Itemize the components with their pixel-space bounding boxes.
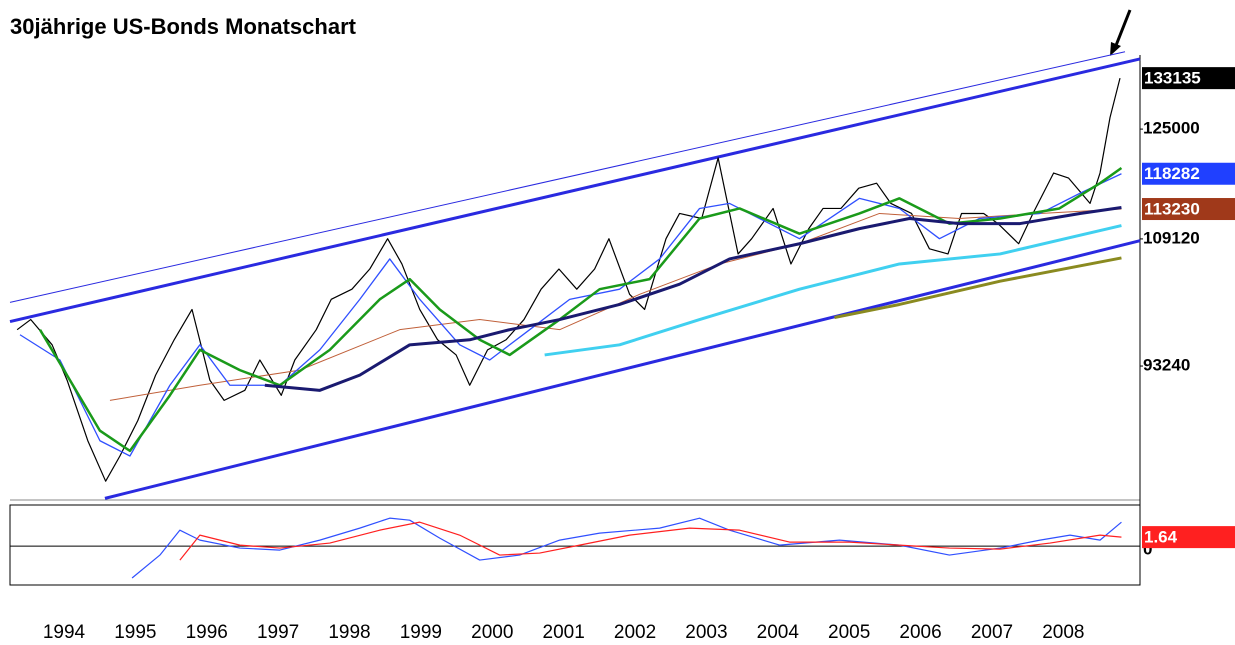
y-tick-label: 109120 — [1143, 228, 1200, 247]
chart-title: 30jährige US-Bonds Monatschart — [10, 14, 357, 39]
value-badge — [1142, 67, 1235, 90]
series-line — [834, 256, 1122, 319]
value-badge — [1142, 526, 1235, 549]
value-badge — [1142, 162, 1235, 185]
y-tick-label: 93240 — [1143, 356, 1190, 375]
x-tick-label: 2002 — [614, 622, 656, 643]
series-line — [16, 77, 1121, 482]
arrow-head — [1110, 42, 1121, 56]
x-tick-label: 2004 — [757, 622, 800, 643]
x-tick-label: 2005 — [828, 622, 870, 643]
x-tick-label: 2003 — [685, 622, 727, 643]
x-tick-label: 2008 — [1042, 622, 1084, 643]
value-badge — [1142, 198, 1235, 221]
indicator-line — [179, 521, 1122, 561]
indicator-line — [131, 517, 1122, 579]
x-tick-label: 1996 — [186, 622, 228, 643]
y-tick-label: 0 — [1143, 540, 1152, 559]
x-tick-label: 1994 — [43, 622, 86, 643]
x-tick-label: 2007 — [971, 622, 1013, 643]
value-badge-label: 133135 — [1144, 69, 1201, 88]
value-badge-label: 1.64 — [1144, 528, 1178, 547]
indicator-panel — [9, 504, 1141, 586]
trendline — [104, 239, 1141, 500]
value-badge-label: 118282 — [1144, 164, 1200, 183]
x-tick-label: 1999 — [400, 622, 442, 643]
series-line — [544, 224, 1122, 357]
series-line — [38, 167, 1123, 453]
series-line — [264, 205, 1122, 392]
x-tick-label: 1997 — [257, 622, 299, 643]
y-tick-label: 125000 — [1143, 119, 1200, 138]
plot-area — [10, 55, 1140, 500]
x-tick-label: 2001 — [543, 622, 585, 643]
x-tick-label: 2006 — [899, 622, 941, 643]
x-tick-label: 1998 — [328, 622, 370, 643]
arrow — [1113, 9, 1132, 49]
x-tick-label: 2000 — [471, 622, 513, 643]
value-badge-label: 113230 — [1144, 200, 1200, 219]
series-line — [19, 173, 1122, 457]
trendline — [9, 51, 1126, 303]
x-tick-label: 1995 — [114, 622, 156, 643]
trendline — [9, 57, 1141, 324]
